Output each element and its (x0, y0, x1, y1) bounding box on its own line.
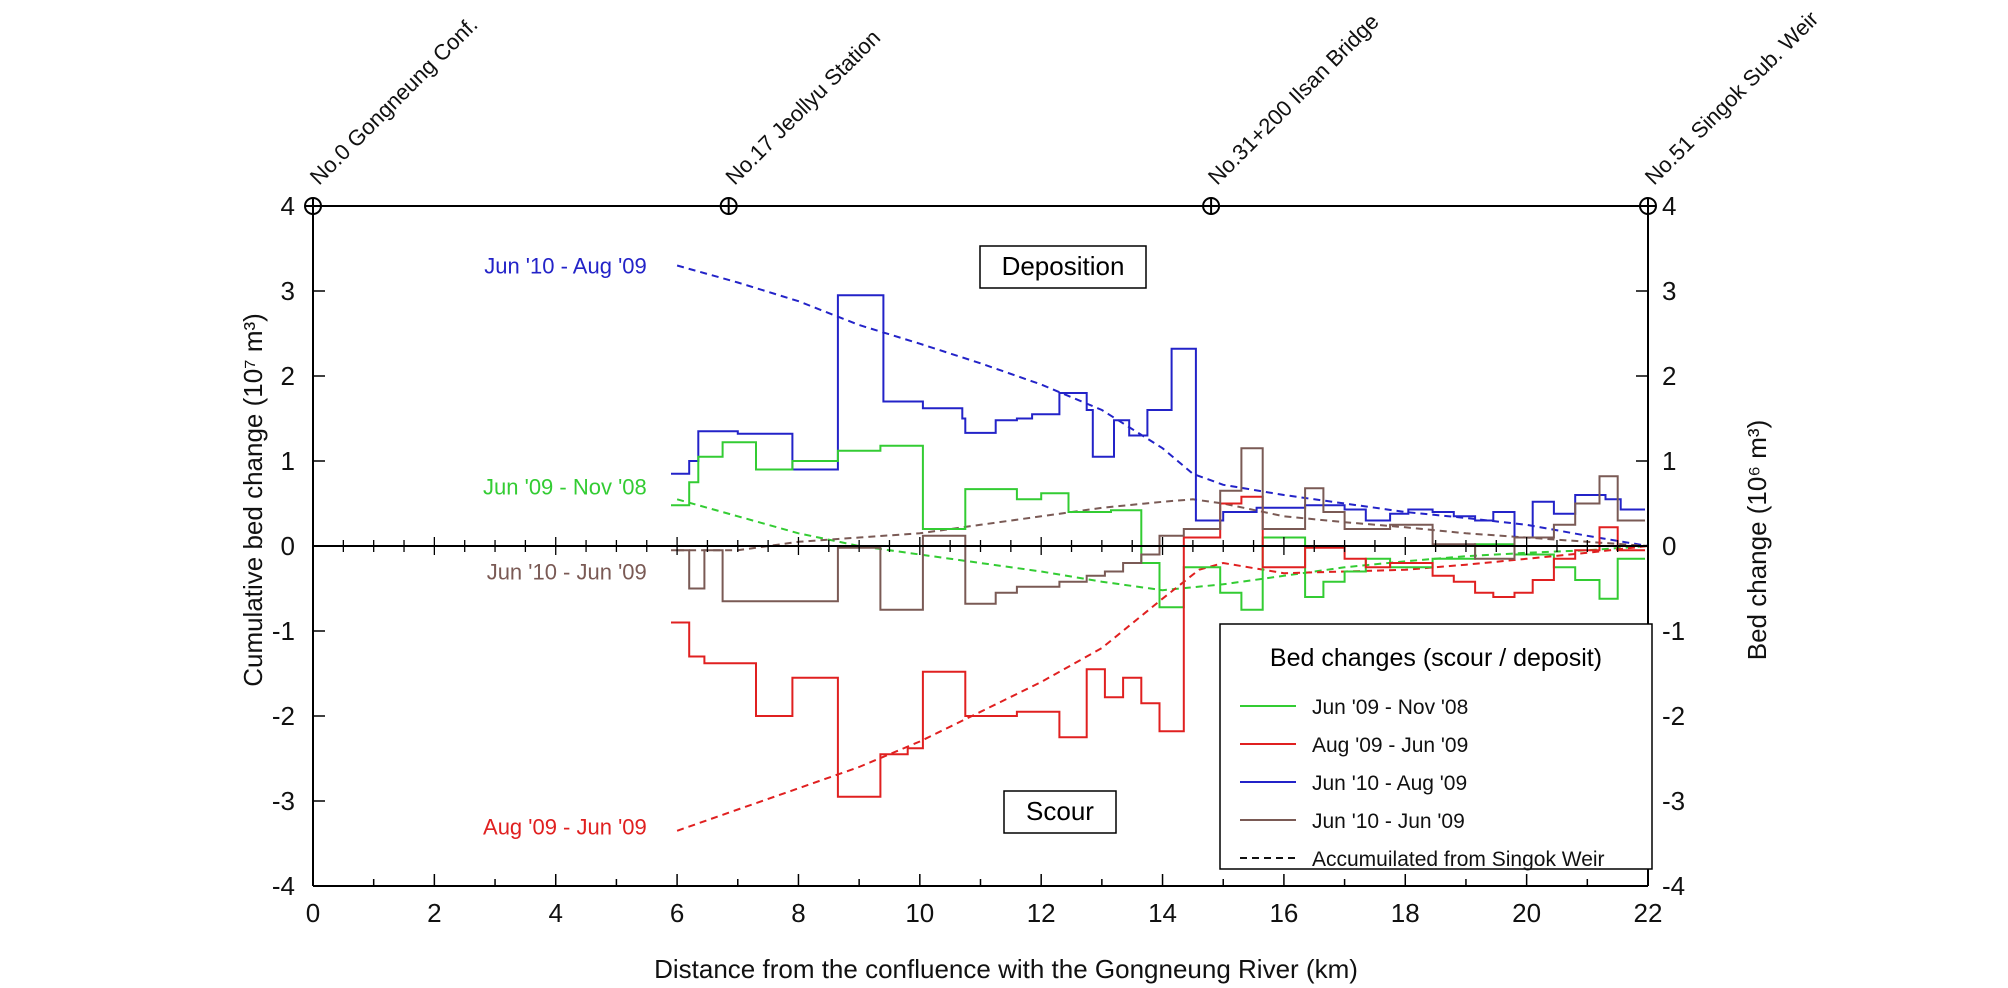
step-line-aug-09-jun-09 (671, 495, 1645, 798)
y-tick-label-right: 4 (1662, 191, 1676, 221)
station-label: No.0 Gongneung Conf. (305, 12, 483, 190)
step-line-jun-10-jun-09 (671, 447, 1645, 611)
y-tick-label-left: 1 (281, 446, 295, 476)
y-tick-label-left: 3 (281, 276, 295, 306)
y-tick-label-right: 1 (1662, 446, 1676, 476)
deposition-label: Deposition (1002, 251, 1125, 281)
y-tick-label-right: -4 (1662, 871, 1685, 901)
series-label-jun-10-aug-09: Jun '10 - Aug '09 (484, 254, 647, 279)
x-tick-label: 10 (905, 898, 934, 928)
legend-label-jun-10-jun-09: Jun '10 - Jun '09 (1312, 810, 1465, 833)
legend-title: Bed changes (scour / deposit) (1270, 644, 1602, 672)
accumulated-series-group (676, 264, 1649, 832)
step-line-jun-09-nov-08 (671, 441, 1645, 611)
station-markers: No.0 Gongneung Conf. No.17 Jeollyu Statio… (304, 6, 1823, 215)
x-tick-label: 16 (1269, 898, 1298, 928)
x-tick-label: 12 (1027, 898, 1056, 928)
x-tick-label: 18 (1391, 898, 1420, 928)
series-labels: Jun '10 - Aug '09 Jun '09 - Nov '08 Jun '1… (483, 254, 647, 840)
accumulated-line-jun-09-nov-08 (676, 498, 1649, 592)
legend: Bed changes (scour / deposit) Jun '09 - … (1219, 623, 1653, 871)
y-tick-label-right: 0 (1662, 531, 1676, 561)
y-tick-label-left: -1 (272, 616, 295, 646)
y-tick-label-left: 0 (281, 531, 295, 561)
step-line-jun-10-aug-09 (671, 294, 1645, 539)
y-tick-label-right: 2 (1662, 361, 1676, 391)
accumulated-line-jun-10-jun-09 (677, 498, 1649, 552)
axes-group: 0 2 4 6 8 10 12 14 16 18 20 22-4 -4-3 -3-2 -2-1 -10 01 12… (272, 191, 1685, 928)
x-tick-label: 0 (306, 898, 320, 928)
legend-label-jun-10-aug-09: Jun '10 - Aug '09 (1312, 772, 1467, 795)
legend-label-accumuilated-from-singok-weir: Accumuilated from Singok Weir (1312, 848, 1605, 871)
step-series-group (671, 294, 1645, 798)
scour-label: Scour (1026, 796, 1094, 826)
station-label: No.31+200 Ilsan Bridge (1203, 9, 1384, 190)
x-axis-label: Distance from the confluence with the Go… (654, 954, 1358, 984)
accumulated-line-jun-10-aug-09 (676, 264, 1649, 547)
y-tick-label-left: 4 (281, 191, 295, 221)
region-label-deposition: Deposition (979, 245, 1147, 289)
y-tick-label-left: 2 (281, 361, 295, 391)
series-label-jun-09-nov-08: Jun '09 - Nov '08 (483, 475, 647, 500)
station-label: No.51 Singok Sub. Weir (1640, 6, 1823, 189)
y-tick-label-right: -1 (1662, 616, 1685, 646)
region-label-scour: Scour (1003, 790, 1117, 834)
x-tick-label: 2 (427, 898, 441, 928)
legend-label-jun-09-nov-08: Jun '09 - Nov '08 (1312, 696, 1468, 719)
y-axis-left-label: Cumulative bed change (10⁷ m³) (238, 313, 268, 687)
series-label-jun-10-jun-09: Jun '10 - Jun '09 (487, 560, 647, 585)
y-axis-right-label: Bed change (10⁶ m³) (1742, 420, 1772, 661)
x-tick-label: 4 (548, 898, 562, 928)
series-label-aug-09-jun-09: Aug '09 - Jun '09 (483, 815, 647, 840)
x-tick-label: 6 (670, 898, 684, 928)
x-tick-label: 8 (791, 898, 805, 928)
y-tick-label-right: 3 (1662, 276, 1676, 306)
legend-entries: Jun '09 - Nov '08 Aug '09 - Jun '09 Jun '1… (1240, 696, 1605, 871)
y-tick-label-right: -3 (1662, 786, 1685, 816)
accumulated-line-aug-09-jun-09 (676, 545, 1649, 832)
legend-box (1219, 623, 1653, 870)
y-tick-label-left: -4 (272, 871, 295, 901)
x-tick-label: 22 (1634, 898, 1663, 928)
y-tick-label-left: -2 (272, 701, 295, 731)
y-tick-label-right: -2 (1662, 701, 1685, 731)
x-tick-label: 20 (1512, 898, 1541, 928)
legend-label-aug-09-jun-09: Aug '09 - Jun '09 (1312, 734, 1468, 757)
x-tick-label: 14 (1148, 898, 1177, 928)
y-tick-label-left: -3 (272, 786, 295, 816)
station-label: No.17 Jeollyu Station (721, 25, 886, 190)
